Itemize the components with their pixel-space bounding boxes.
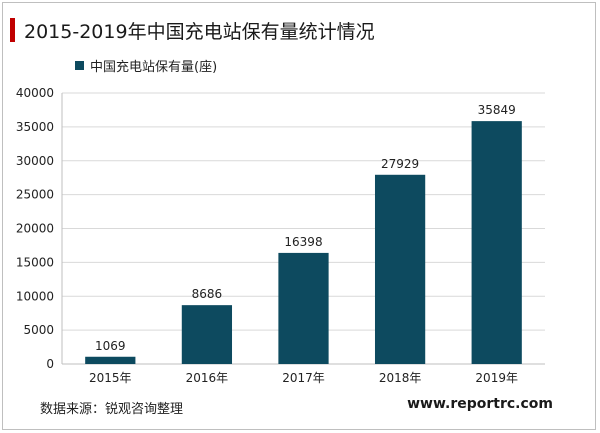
x-tick-label: 2018年 [379, 371, 422, 385]
y-tick-label: 40000 [16, 86, 54, 100]
title-accent-bar [10, 18, 15, 42]
legend: 中国充电站保有量(座) [75, 56, 217, 75]
chart-frame [2, 2, 596, 430]
data-label: 8686 [192, 287, 223, 301]
y-tick-label: 20000 [16, 222, 54, 236]
y-tick-label: 35000 [16, 120, 54, 134]
y-tick-label: 5000 [23, 323, 54, 337]
y-tick-label: 25000 [16, 188, 54, 202]
x-tick-label: 2019年 [475, 371, 518, 385]
bar [181, 305, 233, 364]
bar [374, 174, 426, 364]
y-tick-label: 15000 [16, 255, 54, 269]
x-tick-label: 2016年 [186, 371, 229, 385]
legend-swatch [75, 61, 84, 70]
y-tick-label: 30000 [16, 154, 54, 168]
watermark: www.reportrc.com [407, 396, 553, 412]
data-label: 35849 [478, 103, 516, 117]
data-label: 27929 [381, 157, 419, 171]
source-note: 数据来源：锐观咨询整理 [40, 402, 184, 417]
x-tick-label: 2015年 [89, 371, 132, 385]
chart-title: 2015-2019年中国充电站保有量统计情况 [24, 21, 375, 43]
y-tick-label: 10000 [16, 289, 54, 303]
bar [471, 121, 522, 365]
data-label: 16398 [284, 235, 322, 249]
data-label: 1069 [95, 339, 126, 353]
bar [278, 252, 329, 364]
y-tick-label: 0 [46, 357, 54, 371]
legend-label: 中国充电站保有量(座) [90, 60, 218, 75]
bar [85, 356, 136, 364]
x-tick-label: 2017年 [282, 371, 325, 385]
